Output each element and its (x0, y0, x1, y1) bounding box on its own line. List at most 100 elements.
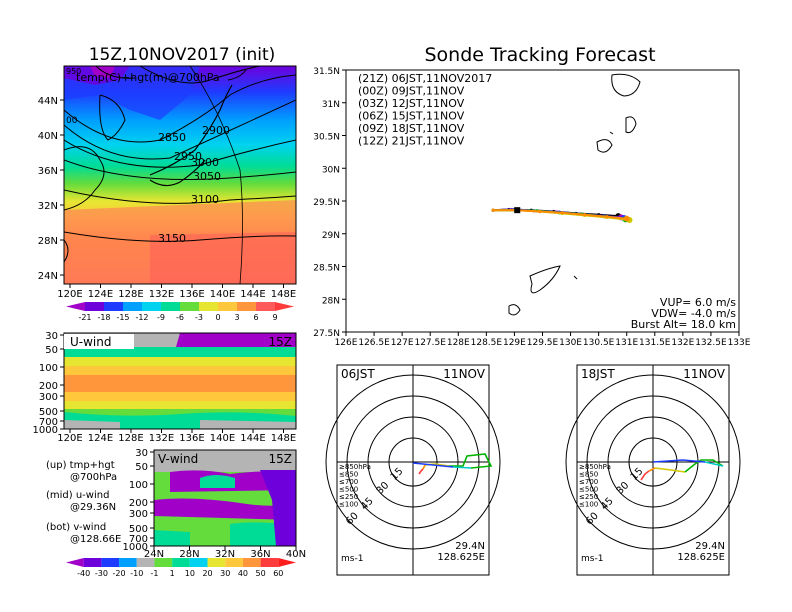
v-wind-p-label: 500 (129, 524, 148, 535)
colorbar-box (142, 302, 161, 311)
map-lat-tick-label: 36N (38, 166, 58, 177)
map-lon-tick-label: 132E (149, 289, 174, 300)
hodograph-unit: ms-1 (581, 554, 603, 564)
colorbar-box (199, 302, 218, 311)
colorbar-box (260, 558, 279, 567)
map-lon-tick-label: 140E (210, 289, 235, 300)
contour-label: 3100 (191, 193, 219, 206)
track-legend-item: (06Z) 15JST,11NOV (358, 110, 465, 123)
v-wind-p-label: 700 (129, 534, 148, 545)
contour-label: 3150 (158, 232, 186, 245)
temperature-map-panel: temp(C)+hgt(m)@700hPa 950 00 2850 2900295… (38, 65, 297, 322)
u-wind-p-label: 500 (39, 407, 58, 418)
u-wind-p-label: 50 (45, 345, 58, 356)
hodograph-level-label: ≤700 (339, 478, 358, 486)
colorbar-box (172, 558, 190, 567)
hodograph-lat: 29.4N (455, 541, 485, 552)
colorbar-box (189, 558, 208, 567)
wind-colorbar-label: 10 (185, 569, 195, 578)
wind-colorbar-label: -10 (130, 569, 143, 578)
burst-text: Burst Alt= 18.0 km (631, 318, 736, 331)
u-wind-lon-label: 136E (179, 433, 204, 444)
track-lat-label: 30.5N (313, 133, 340, 143)
track-point (560, 211, 564, 215)
v-wind-lat-label: 24N (144, 549, 164, 560)
note-title: (mid) u-wind (46, 490, 109, 501)
wind-colorbar-label: 1 (170, 569, 175, 578)
map-lon-ticks: 120E 124E 128E 132E 136E 140E 144E 148E (57, 284, 296, 300)
colorbar-box (207, 558, 226, 567)
track-legend: (21Z) 06JST,11NOV2017(00Z) 09JST,11NOV(0… (358, 72, 492, 148)
track-lon-label: 128.5E (471, 338, 503, 348)
hodograph-lat: 29.4N (695, 541, 725, 552)
v-wind-p-label: 200 (129, 498, 148, 509)
track-legend-item: (03Z) 12JST,11NOV (358, 97, 465, 110)
note-title: (bot) v-wind (46, 522, 106, 533)
note-sub: @700hPa (70, 472, 117, 483)
v-wind-lat-label: 36N (250, 549, 270, 560)
map-lat-tick-label: 32N (38, 201, 58, 212)
v-wind-lat-label: 40N (286, 549, 306, 560)
colorbar-end (278, 558, 296, 567)
colorbar-box (256, 302, 275, 311)
vup-text: VUP= 6.0 m/s (660, 296, 736, 309)
track-lat-label: 29N (322, 231, 340, 241)
hodograph-trace (422, 464, 426, 470)
colorbar-label: 6 (253, 313, 258, 322)
track-point (583, 213, 587, 217)
track-point (491, 208, 495, 212)
hodograph-date: 11NOV (443, 367, 485, 381)
wind-colorbar-label: 50 (256, 569, 266, 578)
track-end-marker (623, 215, 630, 222)
hodograph-level-label: ≤250 (339, 493, 358, 501)
v-wind-p-label: 100 (129, 480, 148, 491)
track-lon-label: 126.5E (358, 338, 390, 348)
v-wind-lat-label: 32N (215, 549, 235, 560)
map-lat-tick-label: 24N (38, 271, 58, 282)
launch-marker (514, 207, 521, 214)
track-legend-item: (21Z) 06JST,11NOV2017 (358, 72, 492, 85)
u-wind-lon-ticks: 120E 124E 128E 132E 136E 140E 144E 148E (57, 429, 296, 444)
map-lat-tick-label: 28N (38, 236, 58, 247)
track-point (538, 209, 542, 214)
map-label: temp(C)+hgt(m)@700hPa (76, 71, 220, 84)
track-lat-label: 28N (322, 296, 340, 306)
track-lat-label: 27.5N (313, 329, 340, 339)
colorbar-label: -9 (157, 313, 165, 322)
track-ticks: 126E 126.5E 127E 127.5E 128E 128.5E 129E 129.5E… (313, 67, 751, 348)
hodograph-level-label: ≥850hPa (339, 463, 371, 471)
contour-label: 2900 (202, 124, 230, 137)
map-lon-tick-label: 144E (240, 289, 265, 300)
track-lon-label: 133E (728, 338, 751, 348)
track-lon-label: 126E (335, 338, 358, 348)
track-lon-label: 127.5E (414, 338, 446, 348)
u-wind-lon-label: 124E (88, 433, 113, 444)
left-title: 15Z,10NOV2017 (init) (89, 45, 276, 65)
hodograph-trace (652, 459, 706, 463)
hodograph-time: 06JST (341, 367, 375, 381)
track-lon-label: 132E (671, 338, 694, 348)
colorbar-label: -21 (78, 313, 91, 322)
temperature-colorbar: -21 -18 -15 -12 -9 -6 -3 0 3 6 9 (66, 302, 294, 322)
track-legend-item: (12Z) 21JST,11NOV (358, 135, 465, 148)
colorbar-label: -12 (135, 313, 148, 322)
hodograph-level-label: ≤250 (579, 493, 598, 501)
map-lon-tick-label: 136E (179, 289, 204, 300)
v-wind-p-label: 30 (135, 448, 148, 459)
hodograph-trace (648, 467, 656, 472)
colorbar-box (119, 558, 137, 567)
track-lon-label: 130E (559, 338, 582, 348)
wind-colorbar-label: 40 (238, 569, 248, 578)
map-lon-tick-label: 124E (88, 289, 113, 300)
u-wind-lon-label: 140E (210, 433, 235, 444)
track-point (605, 215, 609, 219)
wind-colorbar-label: -20 (113, 569, 126, 578)
track-lon-label: 129E (503, 338, 526, 348)
hodograph-level-label: ≤100 (339, 501, 358, 509)
track-lon-label: 131.5E (639, 338, 671, 348)
right-title: Sonde Tracking Forecast (424, 44, 655, 66)
colorbar-box (136, 558, 155, 567)
